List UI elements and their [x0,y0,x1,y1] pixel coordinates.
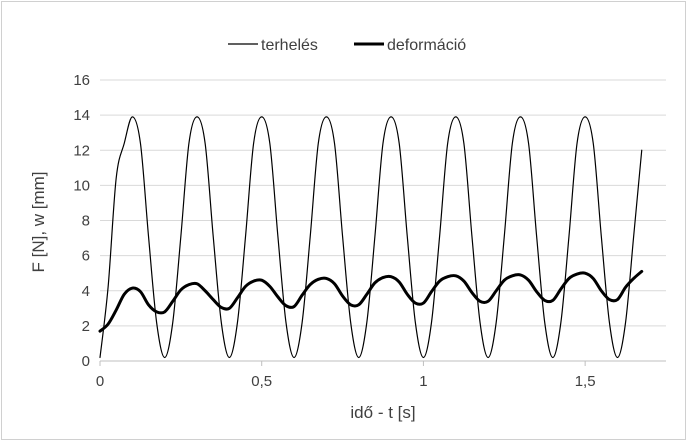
x-tick-label: 0 [96,373,104,390]
y-tick-label: 2 [82,318,90,335]
x-tick-label: 1 [419,373,427,390]
y-tick-label: 10 [73,177,90,194]
x-axis-title: idő - t [s] [350,403,415,422]
series-lines [98,116,644,359]
y-tick-label: 8 [82,213,90,230]
legend-label-terheles: terhelés [261,37,318,54]
x-tick-label: 1,5 [575,373,596,390]
legend-label-deformacio: deformáció [387,37,466,54]
x-tick-label: 0,5 [251,373,272,390]
tick-labels: 0 2 4 6 8 10 12 14 16 0 0,5 1 1,5 [73,72,595,390]
series-line-terheles [99,116,643,359]
y-tick-label: 4 [82,283,90,300]
axes [99,360,666,366]
y-tick-label: 14 [73,107,90,124]
legend: terhelés deformáció [228,37,466,54]
y-tick-label: 12 [73,142,90,159]
y-tick-label: 0 [82,353,90,370]
y-axis-title: F [N], w [mm] [29,171,48,272]
y-tick-label: 16 [73,72,90,89]
gridlines [100,79,666,327]
series-line-deformacio [98,269,644,333]
y-tick-label: 6 [82,248,90,265]
